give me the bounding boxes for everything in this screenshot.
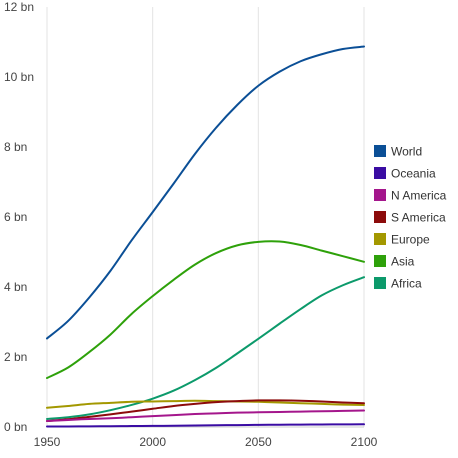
y-tick-label: 0 bn [4,420,27,434]
legend: World Oceania N America S America Europe Asia… [374,145,447,291]
x-tick-label: 2050 [245,435,272,449]
y-tick-label: 10 bn [4,70,34,84]
legend-label[interactable]: World [391,145,422,159]
y-tick-label: 12 bn [4,0,34,14]
x-tick-label: 2000 [139,435,166,449]
grid-layer [46,7,365,427]
series-line-s-america[interactable] [46,399,365,423]
series-layer [46,45,365,428]
series-line-africa[interactable] [46,276,365,420]
legend-label[interactable]: Europe [391,233,430,247]
legend-swatch-s-america[interactable] [374,211,386,223]
legend-swatch-africa[interactable] [374,277,386,289]
x-tick-label: 2100 [351,435,378,449]
legend-swatch-asia[interactable] [374,255,386,267]
y-tick-label: 4 bn [4,280,27,294]
legend-label[interactable]: S America [391,211,446,225]
series-line-asia[interactable] [46,240,365,379]
y-tick-label: 2 bn [4,350,27,364]
legend-label[interactable]: N America [391,189,447,203]
legend-label[interactable]: Asia [391,255,415,269]
y-tick-label: 6 bn [4,210,27,224]
axis-layer: 0 bn 2 bn 4 bn 6 bn 8 bn 10 bn 12 bn 1950 2000 20… [4,0,378,449]
series-line-world[interactable] [46,45,365,340]
series-line-europe[interactable] [46,399,365,409]
legend-swatch-n-america[interactable] [374,189,386,201]
legend-swatch-world[interactable] [374,145,386,157]
legend-swatch-europe[interactable] [374,233,386,245]
legend-swatch-oceania[interactable] [374,167,386,179]
y-tick-label: 8 bn [4,140,27,154]
x-tick-label: 1950 [34,435,61,449]
series-line-n-america[interactable] [46,409,365,423]
series-line-oceania[interactable] [46,423,365,428]
legend-label[interactable]: Africa [391,277,422,291]
legend-label[interactable]: Oceania [391,167,436,181]
